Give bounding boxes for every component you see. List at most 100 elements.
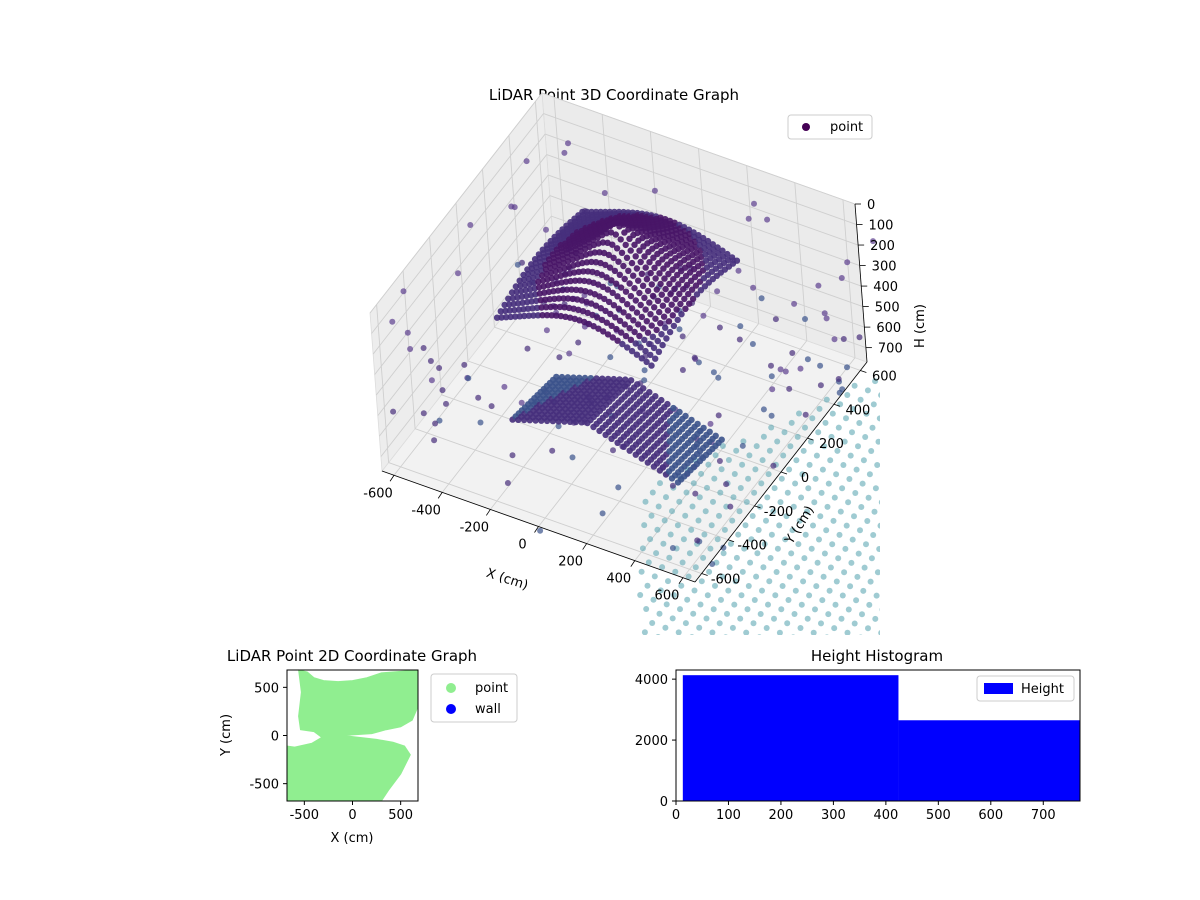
point-marker xyxy=(613,280,620,287)
point-marker xyxy=(719,247,726,254)
point-marker xyxy=(404,329,411,336)
y-tick xyxy=(860,370,867,373)
point-marker xyxy=(739,461,746,468)
point-marker xyxy=(648,362,655,369)
legend-swatch-height xyxy=(984,683,1013,694)
point-marker xyxy=(555,295,563,302)
y-tick-label: 600 xyxy=(872,369,897,384)
point-marker xyxy=(740,438,747,445)
point-marker xyxy=(817,513,824,520)
point-marker xyxy=(677,606,683,613)
point-marker xyxy=(538,304,545,311)
legend-label-wall: wall xyxy=(475,702,501,717)
point-marker xyxy=(809,415,816,422)
point-marker xyxy=(859,634,863,635)
point-marker xyxy=(802,316,808,322)
point-marker xyxy=(769,386,776,393)
point-marker xyxy=(752,466,759,473)
point-marker xyxy=(808,545,815,552)
point-marker xyxy=(723,634,728,635)
point-marker xyxy=(604,286,611,293)
point-marker xyxy=(783,513,790,520)
x-tick-label: -400 xyxy=(411,503,441,518)
point-marker xyxy=(719,573,726,580)
point-marker xyxy=(432,420,439,427)
point-marker xyxy=(758,295,765,302)
point-marker xyxy=(642,306,649,313)
point-marker xyxy=(710,498,716,505)
point-marker xyxy=(788,550,795,557)
point-marker xyxy=(569,454,576,461)
point-marker xyxy=(786,385,793,392)
point-marker xyxy=(720,550,727,557)
point-marker xyxy=(584,309,591,317)
point-marker xyxy=(564,295,572,302)
point-marker xyxy=(845,499,852,506)
point-marker xyxy=(750,620,757,627)
point-marker xyxy=(488,403,495,410)
point-marker xyxy=(728,254,736,261)
point-marker xyxy=(633,309,641,316)
point-marker xyxy=(618,329,625,336)
point-marker xyxy=(844,629,851,635)
point-marker xyxy=(768,412,775,419)
point-marker xyxy=(714,536,721,543)
point-marker xyxy=(794,564,801,571)
point-marker xyxy=(707,420,714,427)
point-marker xyxy=(759,587,765,594)
point-marker xyxy=(881,453,887,459)
point-marker xyxy=(861,564,868,571)
point-marker xyxy=(678,582,685,589)
point-marker xyxy=(524,345,531,352)
y-tick-label: -400 xyxy=(737,539,767,554)
point-marker xyxy=(637,301,644,309)
point-marker xyxy=(824,503,831,510)
point-marker xyxy=(619,340,626,348)
point-marker xyxy=(835,424,842,431)
x-tick-label: 0 xyxy=(348,808,356,823)
point-marker xyxy=(776,522,783,529)
point-marker xyxy=(559,286,566,294)
point-marker xyxy=(766,578,773,585)
point-marker xyxy=(621,321,628,328)
point-marker xyxy=(654,297,662,304)
point-marker xyxy=(723,481,730,488)
point-marker xyxy=(864,387,871,394)
histogram-legend-box xyxy=(976,675,1075,702)
point-marker xyxy=(580,268,587,275)
point-marker xyxy=(761,541,768,547)
point-marker xyxy=(865,494,872,501)
point-marker xyxy=(875,438,880,445)
x-tick xyxy=(678,577,684,584)
point-marker xyxy=(834,447,841,454)
point-marker xyxy=(779,583,786,589)
legend-marker-point xyxy=(802,123,810,131)
point-marker xyxy=(616,271,623,278)
point-marker xyxy=(854,573,861,580)
point-marker xyxy=(744,606,751,613)
point-marker xyxy=(831,625,838,632)
point-marker xyxy=(700,312,707,319)
point-marker xyxy=(518,399,525,406)
point-marker xyxy=(400,288,407,295)
grid-line xyxy=(455,202,469,362)
point-marker xyxy=(650,344,658,352)
point-marker xyxy=(675,629,682,635)
point-marker xyxy=(838,275,845,281)
z-tick-label: 600 xyxy=(876,321,901,336)
chart-3d: LiDAR Point 3D Coordinate Graph -600 -400… xyxy=(363,86,928,635)
point-marker xyxy=(625,267,632,274)
point-marker xyxy=(565,140,571,147)
point-marker xyxy=(595,325,602,332)
point-marker xyxy=(616,317,624,324)
point-marker xyxy=(631,328,638,336)
point-marker xyxy=(651,264,658,271)
point-marker xyxy=(636,332,643,340)
point-marker xyxy=(797,365,804,372)
point-marker xyxy=(663,494,669,501)
point-marker xyxy=(678,311,685,318)
x-tick xyxy=(630,560,636,567)
point-marker xyxy=(865,625,871,632)
point-marker xyxy=(669,508,675,515)
point-marker xyxy=(641,377,648,384)
